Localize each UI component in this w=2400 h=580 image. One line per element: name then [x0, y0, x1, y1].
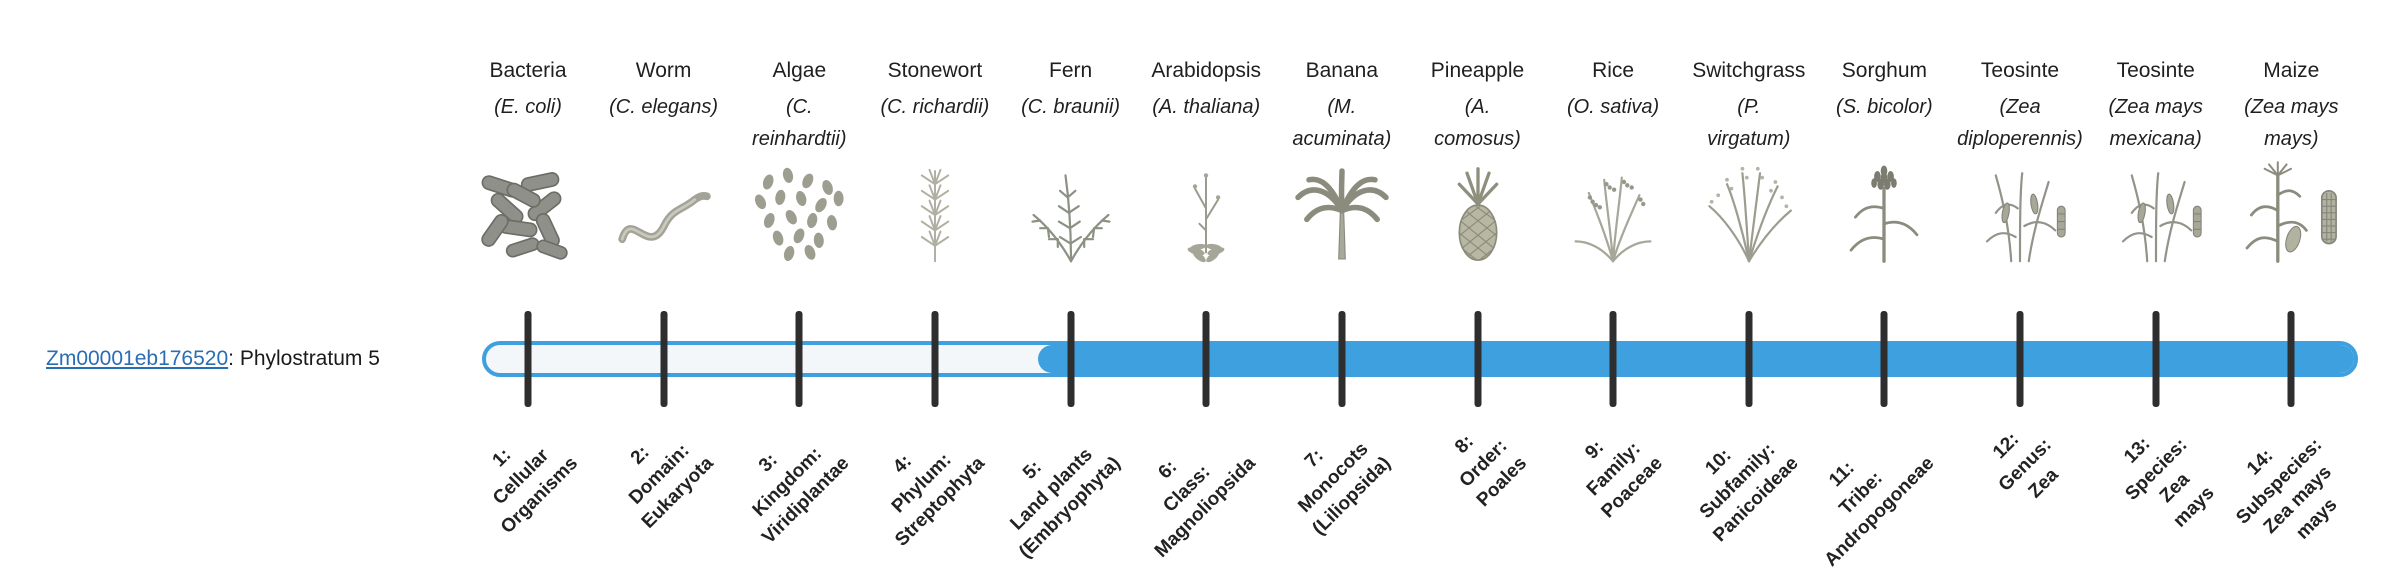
species-column: Stonewort (C. richardii): [849, 58, 1021, 278]
phylostratum-label-text: 14: Subspecies: Zea mays mays: [2212, 414, 2366, 568]
phylostratum-label-text: 8: Order: Poales: [1434, 414, 1534, 514]
species-column: Maize (Zea mays mays): [2205, 58, 2377, 278]
species-scientific-name: (Zea mays mays): [2244, 96, 2339, 151]
species-scientific-name: (A. comosus): [1434, 96, 1521, 151]
species-common-name: Bacteria: [489, 59, 567, 82]
species-common-name: Worm: [635, 59, 692, 82]
species-column: Bacteria (E. coli): [442, 58, 614, 278]
phylostratum-label-text: 12: Genus: Zea: [1974, 414, 2077, 517]
species-scientific-name: (C. richardii): [880, 96, 990, 119]
algae-icon: [744, 157, 854, 273]
species-scientific-name: (C. elegans): [609, 96, 719, 119]
species-common-name: Teosinte: [2116, 59, 2195, 82]
species-common-name: Rice: [1592, 59, 1635, 82]
phylostrata-track: [482, 341, 2358, 377]
phylostratum-label-text: 7: Monocots (Liliopsida): [1270, 414, 1398, 542]
phylostratum-tick: [931, 311, 939, 407]
species-column: Worm (C. elegans): [578, 58, 750, 278]
species-column: Fern (C. braunii): [985, 58, 1157, 278]
fern-icon: [1016, 157, 1126, 273]
phylostratum-tick: [1474, 311, 1481, 407]
phylostratum-label-text: 13: Species: Zea mays: [2100, 414, 2230, 544]
rice-icon: [1558, 157, 1668, 273]
gene-link[interactable]: Zm00001eb176520: [46, 347, 229, 370]
species-common-name: Stonewort: [887, 59, 983, 82]
species-common-name: Banana: [1305, 59, 1378, 82]
phylostratum-tick: [524, 311, 532, 407]
phylostratum-label-text: 5: Land plants (Embryophyta): [976, 414, 1127, 565]
species-scientific-name: (O. sativa): [1566, 96, 1660, 119]
teosinte-icon: [1965, 157, 2075, 273]
phylostratum-tick: [660, 311, 668, 407]
species-scientific-name: (C. reinhardtii): [752, 96, 847, 151]
species-column: Rice (O. sativa): [1527, 58, 1699, 278]
phylostratum-label-text: 9: Family: Poaceae: [1559, 414, 1670, 525]
species-common-name: Pineapple: [1430, 59, 1525, 82]
species-scientific-name: (C. braunii): [1021, 96, 1121, 119]
phylostratum-label-text: 2: Domain: Eukaryota: [599, 414, 720, 535]
phylostratum-tick: [2016, 311, 2024, 407]
sorghum-icon: [1829, 157, 1939, 273]
species-column: Teosinte (Zea mays mexicana): [2070, 58, 2242, 278]
gene-label: Zm00001eb176520: Phylostratum 5: [46, 346, 380, 371]
phylostratum-tick: [1609, 311, 1617, 407]
species-common-name: Switchgrass: [1692, 59, 1806, 82]
phylostratum-label-text: 10: Subfamily: Panicoideae: [1670, 414, 1805, 549]
switchgrass-icon: [1694, 157, 1804, 273]
phylostratum-tick: [1745, 311, 1753, 407]
species-column: Arabidopsis (A. thaliana): [1120, 58, 1292, 278]
teosinte-icon: [2101, 157, 2211, 273]
species-common-name: Arabidopsis: [1151, 59, 1262, 82]
species-column: Pineapple (A. comosus): [1392, 58, 1564, 278]
banana-icon: [1287, 157, 1397, 273]
species-scientific-name: (P. virgatum): [1707, 96, 1791, 151]
phylostratum-tick: [1338, 311, 1346, 407]
pineapple-icon: [1423, 157, 1533, 273]
species-column: Sorghum (S. bicolor): [1798, 58, 1970, 278]
species-common-name: Fern: [1049, 59, 1093, 82]
species-column: Algae (C. reinhardtii): [713, 58, 885, 278]
species-scientific-name: (A. thaliana): [1152, 96, 1261, 119]
species-common-name: Maize: [2263, 59, 2320, 82]
arabidopsis-icon: [1151, 157, 1261, 273]
phylostratum-label-text: 11: Tribe: Andropogoneae: [1781, 414, 1940, 573]
species-common-name: Algae: [772, 59, 827, 82]
species-common-name: Sorghum: [1841, 59, 1927, 82]
phylostratum-tick: [1202, 311, 1210, 407]
gene-phylostratum-text: : Phylostratum 5: [228, 347, 380, 370]
phylostratum-label-text: 1: Cellular Organisms: [458, 414, 585, 541]
phylostratum-tick: [1880, 311, 1888, 407]
species-scientific-name: (Zea mays mexicana): [2108, 96, 2203, 151]
bacteria-icon: [473, 157, 583, 273]
species-column: Switchgrass (P. virgatum): [1663, 58, 1835, 278]
maize-icon: [2236, 157, 2346, 273]
species-scientific-name: (Zea diploperennis): [1957, 96, 2083, 151]
stonewort-icon: [880, 157, 990, 273]
phylostratum-label-text: 6: Class: Magnoliopsida: [1112, 414, 1262, 564]
phylostratum-tick: [795, 311, 803, 407]
species-scientific-name: (E. coli): [494, 96, 562, 119]
phylostratum-tick: [2152, 311, 2160, 407]
species-column: Banana (M. acuminata): [1256, 58, 1428, 278]
worm-icon: [609, 157, 719, 273]
phylostrata-track-fill: [1038, 345, 2354, 373]
species-scientific-name: (M. acuminata): [1292, 96, 1392, 151]
phylostratum-label-text: 3: Kingdom: Viridiplantae: [719, 414, 856, 551]
species-column: Teosinte (Zea diploperennis): [1934, 58, 2106, 278]
phylostratum-tick: [1067, 311, 1075, 407]
species-scientific-name: (S. bicolor): [1836, 96, 1933, 119]
phylostratum-label-text: 4: Phylum: Streptophyta: [852, 414, 991, 553]
species-common-name: Teosinte: [1980, 59, 2060, 82]
phylostratum-tick: [2287, 311, 2295, 407]
